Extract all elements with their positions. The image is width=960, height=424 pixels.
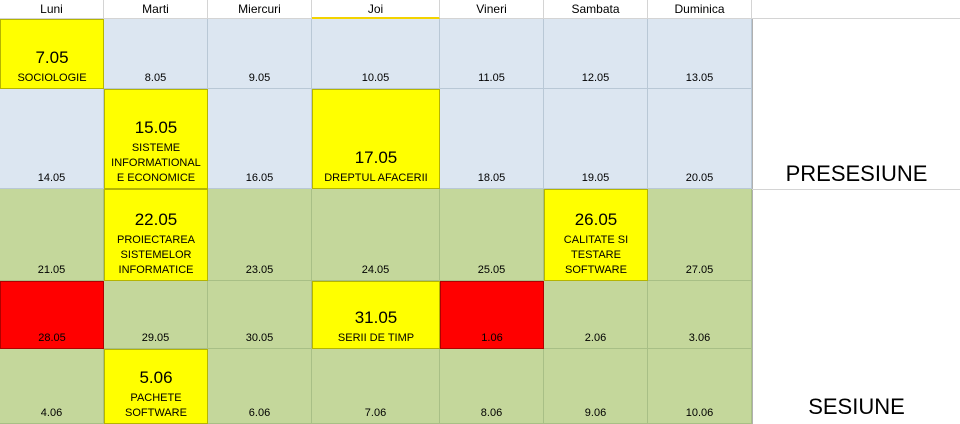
calendar-cell[interactable]: 27.05	[648, 189, 752, 281]
date-label: 16.05	[246, 171, 274, 186]
date-label: 2.06	[585, 331, 606, 346]
calendar-cell[interactable]: 3.06	[648, 281, 752, 349]
date-label: 29.05	[142, 331, 170, 346]
exam-name-line1: PROIECTAREA	[117, 233, 195, 248]
calendar-cell[interactable]: 2.06	[544, 281, 648, 349]
calendar-cell[interactable]: 12.05	[544, 19, 648, 89]
exam-name-line3: SOFTWARE	[565, 263, 627, 278]
exam-cell-sociologie[interactable]: 7.05 SOCIOLOGIE	[0, 19, 104, 89]
calendar-cell[interactable]: 8.05	[104, 19, 208, 89]
calendar-cell[interactable]: 8.06	[440, 349, 544, 424]
calendar-cell[interactable]: 14.05	[0, 89, 104, 189]
exam-date: 5.06	[139, 367, 172, 389]
header-vineri[interactable]: Vineri	[440, 0, 544, 19]
exam-name: SERII DE TIMP	[338, 331, 414, 346]
sesiune-label: SESIUNE	[808, 394, 905, 420]
date-label: 8.06	[481, 406, 502, 421]
date-label: 28.05	[38, 331, 66, 346]
date-label: 21.05	[38, 263, 66, 278]
exam-date: 17.05	[355, 147, 398, 169]
exam-name-line2: INFORMATIONAL	[111, 156, 201, 171]
exam-date: 15.05	[135, 117, 178, 139]
date-label: 10.05	[362, 71, 390, 86]
date-label: 8.05	[145, 71, 166, 86]
calendar-cell[interactable]: 10.06	[648, 349, 752, 424]
exam-name: SOCIOLOGIE	[17, 71, 86, 86]
exam-name-line1: SISTEME	[132, 141, 180, 156]
date-label: 4.06	[41, 406, 62, 421]
date-label: 18.05	[478, 171, 506, 186]
calendar-cell[interactable]: 29.05	[104, 281, 208, 349]
exam-name-line2: SISTEMELOR	[121, 248, 192, 263]
date-label: 9.06	[585, 406, 606, 421]
exam-cell-pachete[interactable]: 5.06 PACHETE SOFTWARE	[104, 349, 208, 424]
date-label: 30.05	[246, 331, 274, 346]
exam-name: DREPTUL AFACERII	[324, 171, 428, 186]
calendar-cell[interactable]: 21.05	[0, 189, 104, 281]
header-miercuri[interactable]: Miercuri	[208, 0, 312, 19]
blocked-cell[interactable]: 1.06	[440, 281, 544, 349]
presesiune-section[interactable]: PRESESIUNE	[752, 19, 960, 189]
exam-name-line1: CALITATE SI	[564, 233, 628, 248]
exam-name-line3: E ECONOMICE	[117, 171, 195, 186]
header-luni[interactable]: Luni	[0, 0, 104, 19]
exam-date: 22.05	[135, 209, 178, 231]
date-label: 11.05	[478, 71, 505, 86]
exam-cell-sisteme[interactable]: 15.05 SISTEME INFORMATIONAL E ECONOMICE	[104, 89, 208, 189]
exam-date: 7.05	[35, 47, 68, 69]
date-label: 1.06	[481, 331, 502, 346]
header-joi[interactable]: Joi	[312, 0, 440, 19]
calendar-cell[interactable]: 10.05	[312, 19, 440, 89]
calendar-cell[interactable]: 13.05	[648, 19, 752, 89]
exam-name-line2: TESTARE	[571, 248, 621, 263]
sesiune-section[interactable]: SESIUNE	[752, 189, 960, 424]
calendar-cell[interactable]: 4.06	[0, 349, 104, 424]
exam-cell-serii[interactable]: 31.05 SERII DE TIMP	[312, 281, 440, 349]
exam-name-line1: PACHETE	[130, 391, 181, 406]
date-label: 25.05	[478, 263, 506, 278]
header-empty[interactable]	[752, 0, 960, 19]
calendar-cell[interactable]: 25.05	[440, 189, 544, 281]
date-label: 14.05	[38, 171, 66, 186]
presesiune-label: PRESESIUNE	[786, 161, 928, 187]
calendar-cell[interactable]: 16.05	[208, 89, 312, 189]
calendar-cell[interactable]: 9.05	[208, 19, 312, 89]
header-marti[interactable]: Marti	[104, 0, 208, 19]
calendar-cell[interactable]: 30.05	[208, 281, 312, 349]
date-label: 7.06	[365, 406, 386, 421]
calendar-cell[interactable]: 18.05	[440, 89, 544, 189]
calendar-cell[interactable]: 20.05	[648, 89, 752, 189]
calendar-cell[interactable]: 7.06	[312, 349, 440, 424]
exam-cell-dreptul[interactable]: 17.05 DREPTUL AFACERII	[312, 89, 440, 189]
header-duminica[interactable]: Duminica	[648, 0, 752, 19]
date-label: 20.05	[686, 171, 714, 186]
date-label: 27.05	[686, 263, 714, 278]
date-label: 9.05	[249, 71, 270, 86]
date-label: 19.05	[582, 171, 610, 186]
exam-cell-proiectarea[interactable]: 22.05 PROIECTAREA SISTEMELOR INFORMATICE	[104, 189, 208, 281]
calendar-cell[interactable]: 23.05	[208, 189, 312, 281]
date-label: 12.05	[582, 71, 610, 86]
date-label: 3.06	[689, 331, 710, 346]
calendar-cell[interactable]: 9.06	[544, 349, 648, 424]
exam-date: 26.05	[575, 209, 618, 231]
exam-name-line2: SOFTWARE	[125, 406, 187, 421]
date-label: 23.05	[246, 263, 274, 278]
date-label: 6.06	[249, 406, 270, 421]
exam-date: 31.05	[355, 307, 398, 329]
blocked-cell[interactable]: 28.05	[0, 281, 104, 349]
calendar-cell[interactable]: 24.05	[312, 189, 440, 281]
header-sambata[interactable]: Sambata	[544, 0, 648, 19]
calendar-cell[interactable]: 6.06	[208, 349, 312, 424]
exam-name-line3: INFORMATICE	[119, 263, 194, 278]
date-label: 13.05	[686, 71, 714, 86]
exam-cell-calitate[interactable]: 26.05 CALITATE SI TESTARE SOFTWARE	[544, 189, 648, 281]
calendar-cell[interactable]: 19.05	[544, 89, 648, 189]
calendar-cell[interactable]: 11.05	[440, 19, 544, 89]
section-divider	[752, 189, 960, 190]
date-label: 10.06	[686, 406, 714, 421]
date-label: 24.05	[362, 263, 390, 278]
